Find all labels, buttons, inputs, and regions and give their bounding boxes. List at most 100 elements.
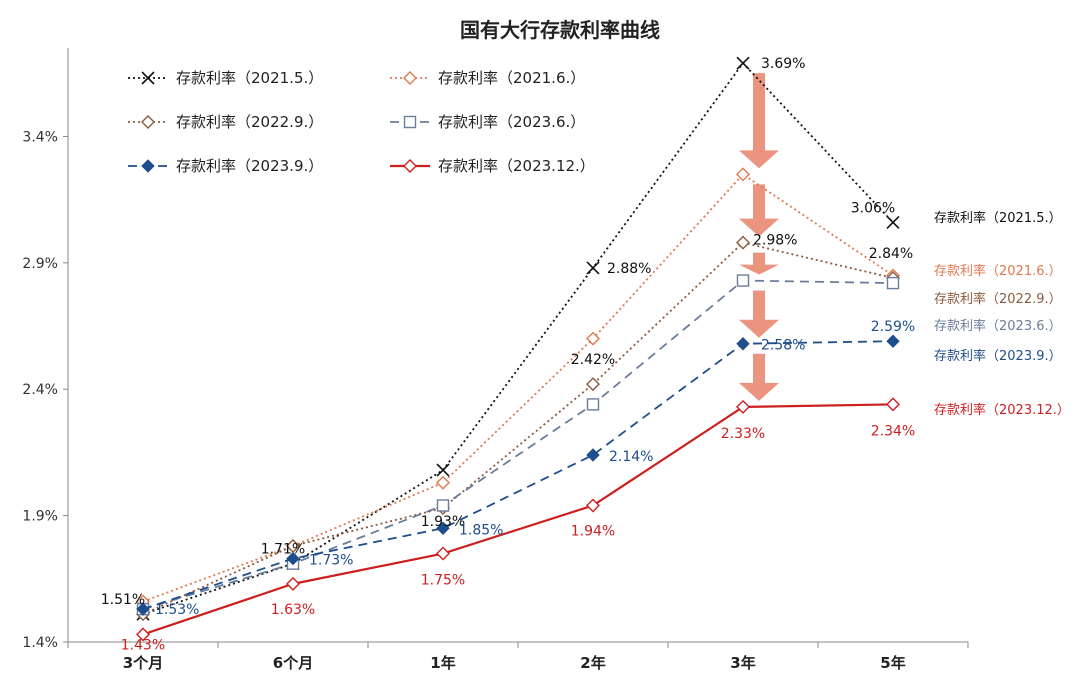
- series-point: [286, 551, 300, 566]
- series-point: [736, 274, 750, 287]
- series-point: [736, 399, 750, 414]
- legend-marker: [141, 159, 155, 173]
- data-label: 1.85%: [459, 522, 503, 538]
- end-labels: 存款利率（2021.5.） 存款利率（2021.6.） 存款利率（2022.9.） 存…: [934, 210, 1070, 418]
- series-point: [436, 463, 450, 477]
- series-layer: [136, 56, 900, 642]
- series-line: [142, 173, 894, 603]
- legend-label: 存款利率（2021.6.）: [438, 69, 585, 87]
- y-tick-label: 2.9%: [22, 256, 58, 272]
- data-label: 1.73%: [309, 553, 353, 569]
- series-point: [586, 398, 600, 411]
- down-arrow-icon: [739, 184, 779, 237]
- series-point: [436, 475, 450, 490]
- series-point: [586, 498, 600, 513]
- x-tick-label: 1年: [430, 654, 455, 672]
- series-point: [586, 331, 600, 346]
- end-label: 存款利率（2022.9.）: [934, 291, 1062, 307]
- data-label: 1.51%: [101, 592, 145, 608]
- series-point: [586, 448, 600, 462]
- legend-label: 存款利率（2023.12.）: [438, 157, 595, 175]
- axes-layer: 1.4% 1.9% 2.4% 2.9% 3.4% 3个月 6个月 1年 2年 3年 5年: [22, 48, 969, 672]
- data-label: 2.84%: [869, 246, 913, 262]
- y-tick-label: 1.4%: [22, 635, 58, 651]
- series-point: [736, 337, 750, 351]
- legend-marker: [141, 115, 155, 129]
- data-label: 3.06%: [851, 200, 895, 216]
- data-label: 2.98%: [753, 233, 797, 249]
- legend-item-1: 存款利率（2021.6.）: [390, 69, 585, 87]
- end-label: 存款利率（2023.6.）: [934, 318, 1062, 334]
- series-point: [136, 627, 150, 642]
- data-label: 1.94%: [571, 524, 615, 540]
- series-4: [136, 334, 900, 616]
- data-label: 2.14%: [609, 449, 653, 465]
- data-label: 1.53%: [155, 602, 199, 618]
- x-tick-label: 3年: [730, 654, 755, 672]
- series-5: [136, 397, 900, 642]
- series-point: [136, 602, 150, 616]
- legend-label: 存款利率（2021.5.）: [176, 69, 323, 87]
- data-label: 1.93%: [421, 514, 465, 530]
- data-label: 3.69%: [761, 56, 805, 72]
- data-label: 2.59%: [871, 319, 915, 335]
- legend-marker: [403, 159, 417, 173]
- series-point: [736, 56, 750, 70]
- x-tick-label: 3个月: [123, 654, 163, 672]
- legend-marker: [141, 71, 155, 85]
- data-label: 2.42%: [571, 352, 615, 368]
- y-tick-label: 2.4%: [22, 382, 58, 398]
- legend-item-5: 存款利率（2023.12.）: [390, 157, 595, 175]
- y-tick-label: 3.4%: [22, 129, 58, 145]
- data-labels-layer: 1.51% 1.71% 2.88% 3.69% 3.06% 1.93% 2.42% 2.98%…: [101, 56, 915, 653]
- legend-label: 存款利率（2022.9.）: [176, 113, 323, 131]
- legend-marker: [403, 71, 417, 85]
- series-line: [142, 340, 894, 610]
- series-2: [136, 235, 900, 622]
- legend-item-4: 存款利率（2023.9.）: [128, 157, 323, 175]
- legend-item-0: 存款利率（2021.5.）: [128, 69, 323, 87]
- chart-title: 国有大行存款利率曲线: [460, 18, 660, 42]
- down-arrow-icon: [739, 73, 779, 169]
- series-point: [436, 546, 450, 561]
- data-label: 2.33%: [721, 426, 765, 442]
- end-label: 存款利率（2021.6.）: [934, 263, 1062, 279]
- series-point: [886, 397, 900, 412]
- arrows-layer: [739, 73, 779, 401]
- series-line: [142, 241, 894, 616]
- legend-label: 存款利率（2023.9.）: [176, 157, 323, 175]
- legend-item-3: 存款利率（2023.6.）: [390, 113, 585, 131]
- legend-marker: [403, 115, 417, 129]
- series-point: [286, 576, 300, 591]
- series-point: [586, 377, 600, 392]
- end-label: 存款利率（2023.12.）: [934, 402, 1070, 418]
- data-label: 1.43%: [121, 637, 165, 653]
- data-label: 1.63%: [271, 602, 315, 618]
- data-label: 1.71%: [261, 542, 305, 558]
- data-label: 1.75%: [421, 573, 465, 589]
- down-arrow-icon: [739, 252, 779, 275]
- legend-label: 存款利率（2023.6.）: [438, 113, 585, 131]
- series-point: [886, 276, 900, 290]
- series-line: [142, 279, 894, 611]
- down-arrow-icon: [739, 353, 779, 401]
- end-label: 存款利率（2023.9.）: [934, 348, 1062, 364]
- down-arrow-icon: [739, 290, 779, 338]
- series-point: [736, 235, 750, 250]
- legend: 存款利率（2021.5.） 存款利率（2021.6.） 存款利率（2022.9.） 存…: [128, 69, 595, 175]
- data-label: 2.34%: [871, 423, 915, 439]
- series-point: [886, 215, 900, 229]
- end-label: 存款利率（2021.5.）: [934, 210, 1062, 226]
- series-line: [142, 61, 894, 616]
- series-line: [142, 403, 894, 636]
- y-tick-label: 1.9%: [22, 509, 58, 525]
- data-label: 2.58%: [761, 338, 805, 354]
- series-point: [886, 334, 900, 348]
- data-label: 2.88%: [607, 261, 651, 277]
- series-point: [586, 261, 600, 275]
- x-tick-label: 2年: [580, 654, 605, 672]
- series-point: [436, 499, 450, 512]
- series-point: [736, 167, 750, 182]
- x-tick-label: 6个月: [273, 654, 313, 672]
